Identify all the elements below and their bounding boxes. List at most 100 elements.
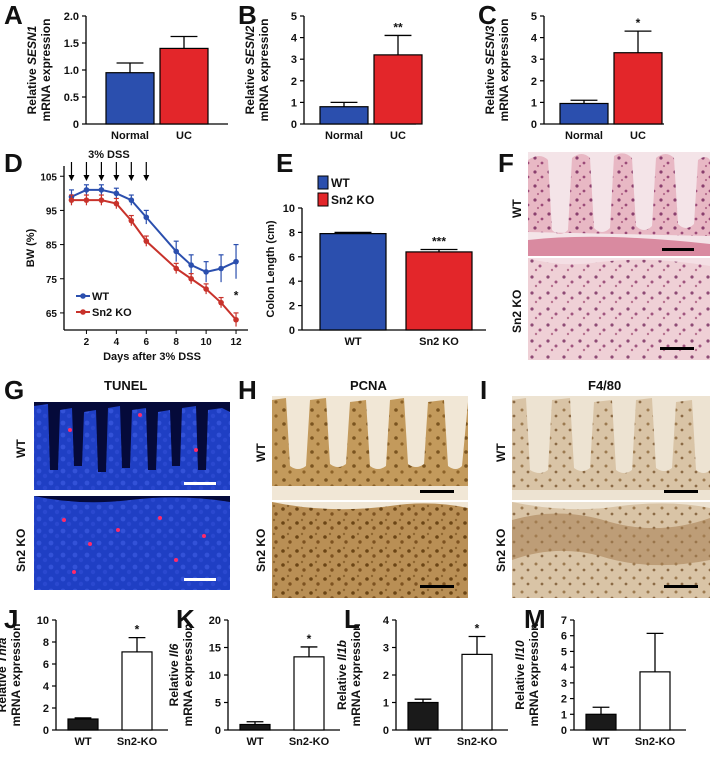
data-point	[218, 299, 224, 306]
y-tick-label: 105	[40, 172, 57, 183]
chart-a: 0 0.5 1.0 1.5 2.0 Normal UC Relative SESN1 mRNA …	[25, 11, 228, 142]
y-tick-label: 1.5	[64, 38, 79, 50]
y-tick-label: 85	[46, 241, 58, 252]
y-tick-label: 1.0	[64, 65, 79, 77]
legend-label: WT	[92, 291, 109, 303]
y-tick-label: 6	[561, 631, 567, 643]
x-tick-label: Normal	[325, 130, 363, 142]
y-axis-label: Relative SESN1	[25, 25, 39, 114]
y-tick-label: 10	[37, 615, 49, 627]
y-axis-label-line2: mRNA expression	[497, 19, 511, 122]
data-point	[68, 197, 75, 203]
x-tick-label: 10	[201, 337, 213, 348]
data-point	[203, 286, 209, 292]
chart-b: 0 1 2 3 4 5 Normal UC ** Relative SESN2 mRNA expre…	[243, 11, 423, 142]
bar	[121, 651, 153, 731]
data-point	[128, 197, 135, 203]
y-tick-label: 1	[291, 97, 297, 109]
bar	[407, 701, 439, 731]
data-point	[188, 262, 194, 268]
y-tick-label: 2	[291, 76, 297, 88]
y-tick-label: 15	[209, 643, 221, 655]
data-point	[233, 316, 239, 323]
chart-k: 0 5 10 15 20 WT Sn2-KO * Relative Il6 mRNA expres…	[167, 615, 340, 748]
x-tick-label: UC	[630, 130, 646, 142]
chart-c: 0 1 2 3 4 5 Normal UC * Relative SESN3 mRNA expres…	[483, 11, 664, 142]
panel-letter-k: K	[176, 604, 195, 634]
y-tick-label: 7	[561, 615, 567, 627]
y-tick-label: 20	[209, 615, 221, 627]
title-f480: F4/80	[588, 378, 622, 393]
chart-m: 0 1 2 3 4 5 6 7 WT Sn2-KO Relative Il10 mRNA expres…	[513, 615, 686, 748]
x-tick-label: WT	[74, 736, 91, 748]
y-tick-label: 5	[291, 11, 297, 23]
data-point	[113, 190, 120, 197]
chart-d: 65 75 85 95 105 2 4 6 8 10 12 Days after 3% DSS BW (…	[25, 149, 248, 363]
y-tick-label: 8	[289, 227, 295, 239]
significance-marker: *	[307, 632, 312, 646]
bar	[319, 233, 387, 331]
y-tick-label: 4	[289, 276, 296, 288]
y-tick-label: 0	[531, 119, 537, 131]
y-tick-label: 0.5	[64, 92, 79, 104]
bar	[373, 54, 423, 125]
y-tick-label: 4	[291, 33, 298, 45]
data-point	[83, 187, 90, 193]
chart-l: 0 1 2 3 4 WT Sn2-KO * Relative Il1b mRNA expressi…	[335, 615, 508, 748]
y-tick-label: 6	[43, 659, 49, 671]
bar	[105, 72, 155, 125]
title-tunel: TUNEL	[104, 378, 148, 393]
title-pcna: PCNA	[350, 378, 387, 393]
y-tick-label: 5	[531, 11, 537, 23]
row-label-h-wt: WT	[254, 443, 268, 462]
data-point	[173, 248, 179, 255]
y-axis-label: Relative SESN2	[243, 25, 257, 114]
y-tick-label: 8	[43, 637, 49, 649]
y-tick-label: 3	[531, 54, 537, 66]
x-tick-label: 12	[230, 337, 242, 348]
row-label-i-wt: WT	[494, 443, 508, 462]
y-tick-label: 5	[215, 698, 221, 710]
panel-letter-d: D	[4, 148, 23, 178]
y-axis-label: Relative Tnfa	[0, 637, 9, 712]
y-tick-label: 10	[209, 670, 221, 682]
dss-arrowhead	[128, 175, 135, 181]
x-tick-label: Sn2 KO	[419, 336, 459, 348]
significance-marker: *	[475, 622, 480, 636]
legend-marker	[80, 293, 86, 299]
panel-letter-j: J	[4, 604, 19, 634]
y-tick-label: 3	[291, 54, 297, 66]
x-tick-label: Sn2-KO	[457, 736, 498, 748]
bar	[585, 713, 617, 731]
bar	[639, 671, 671, 731]
y-tick-label: 2	[43, 703, 49, 715]
bar	[613, 52, 663, 125]
bar	[559, 102, 609, 125]
dss-arrowhead	[113, 175, 120, 181]
y-tick-label: 2	[561, 694, 567, 706]
row-label-g-ko: Sn2 KO	[14, 528, 28, 572]
x-tick-label: WT	[414, 736, 431, 748]
y-tick-label: 1	[383, 698, 389, 710]
y-axis-label: Colon Length (cm)	[265, 220, 277, 317]
y-tick-label: 1	[531, 97, 537, 109]
panel-letter-m: M	[524, 604, 546, 634]
y-axis-label-line2: mRNA expression	[9, 624, 23, 727]
y-tick-label: 0	[43, 725, 49, 737]
x-tick-label: UC	[176, 130, 192, 142]
data-point	[143, 214, 150, 221]
series-line	[71, 188, 237, 273]
x-tick-label: Sn2-KO	[117, 736, 158, 748]
data-point	[218, 265, 224, 272]
bar	[239, 723, 271, 731]
y-tick-label: 2	[289, 301, 295, 313]
data-point	[83, 197, 90, 203]
y-tick-label: 0	[73, 119, 79, 131]
y-tick-label: 4	[43, 681, 50, 693]
row-label-i-ko: Sn2 KO	[494, 528, 508, 572]
dss-arrowhead	[143, 175, 150, 181]
y-tick-label: 0	[291, 119, 297, 131]
y-tick-label: 4	[383, 615, 390, 627]
bar	[319, 106, 369, 125]
